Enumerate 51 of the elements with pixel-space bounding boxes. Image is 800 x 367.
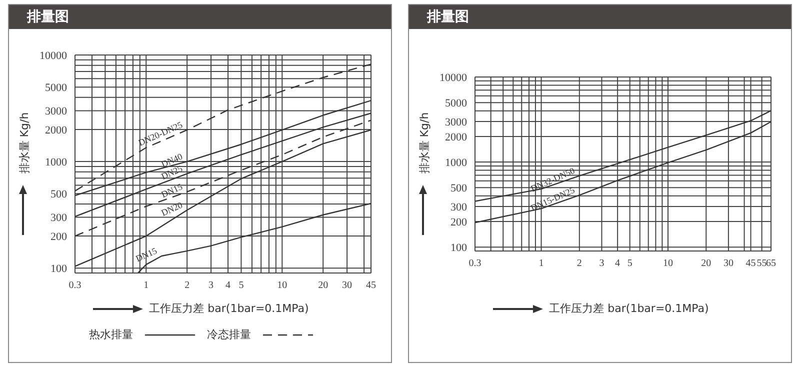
x-tick-label: 0.3 — [68, 280, 82, 292]
y-axis-title: 排水量 Kg/h — [18, 112, 31, 174]
x-tick-label: 3 — [599, 258, 604, 270]
y-tick-label: 500 — [50, 188, 68, 201]
x-tick-label: 2 — [576, 258, 582, 270]
x-tick-label: 4 — [615, 258, 620, 270]
y-tick-label: 500 — [450, 182, 468, 195]
x-tick-label: 1 — [144, 280, 149, 292]
x-axis-title: 工作压力差 bar(1bar=0.1MPa) — [149, 301, 309, 316]
x-tick-label: 0.3 — [468, 258, 482, 270]
y-tick-label: 5000 — [45, 82, 68, 94]
text: 热水排量 — [89, 327, 133, 342]
y-tick-label: 2000 — [445, 131, 468, 144]
x-tick-label: 30 — [723, 258, 734, 270]
x-tick-label: 20 — [318, 280, 328, 292]
x-tick-label: 45 — [366, 280, 376, 292]
y-tick-label: 2000 — [45, 124, 68, 136]
x-tick-label: 3 — [208, 280, 214, 292]
y-tick-label: 3000 — [45, 106, 68, 118]
x-tick-label: 30 — [342, 280, 352, 292]
y-tick-label: 1000 — [45, 156, 68, 168]
x-tick-label: 4 — [226, 280, 231, 292]
text: DN15 — [134, 245, 159, 264]
x-tick-label: 2 — [184, 280, 190, 292]
y-tick-label: 300 — [50, 212, 68, 224]
y-tick-label: 1000 — [445, 156, 468, 169]
y-tick-label: 10000 — [440, 72, 468, 84]
x-tick-label: 10 — [662, 258, 673, 270]
y-tick-label: 300 — [450, 201, 468, 214]
x-tick-label: 65 — [766, 258, 776, 270]
y-tick-label: 200 — [450, 216, 468, 228]
x-tick-label: 20 — [701, 258, 712, 270]
x-tick-label: 45 — [746, 258, 756, 270]
y-tick-label: 100 — [50, 263, 68, 276]
y-tick-label: 200 — [50, 230, 68, 243]
y-tick-label: 3000 — [445, 116, 468, 128]
chart-title: 排量图 — [9, 5, 391, 29]
x-tick-label: 55 — [756, 258, 767, 270]
y-tick-label: 100 — [450, 242, 468, 254]
y-tick-label: 10000 — [40, 50, 68, 62]
y-axis-title: 排水量 Kg/h — [418, 112, 431, 174]
x-tick-label: 10 — [277, 280, 288, 292]
x-axis-title: 工作压力差 bar(1bar=0.1MPa) — [549, 301, 709, 316]
text: 冷态排量 — [207, 327, 251, 342]
x-tick-label: 5 — [238, 280, 244, 292]
x-tick-label: 1 — [538, 258, 544, 270]
x-tick-label: 5 — [627, 258, 632, 270]
chart-title: 排量图 — [409, 5, 791, 29]
text: DN15 — [160, 181, 184, 200]
text: DN20 — [160, 200, 184, 218]
y-tick-label: 5000 — [445, 98, 468, 110]
